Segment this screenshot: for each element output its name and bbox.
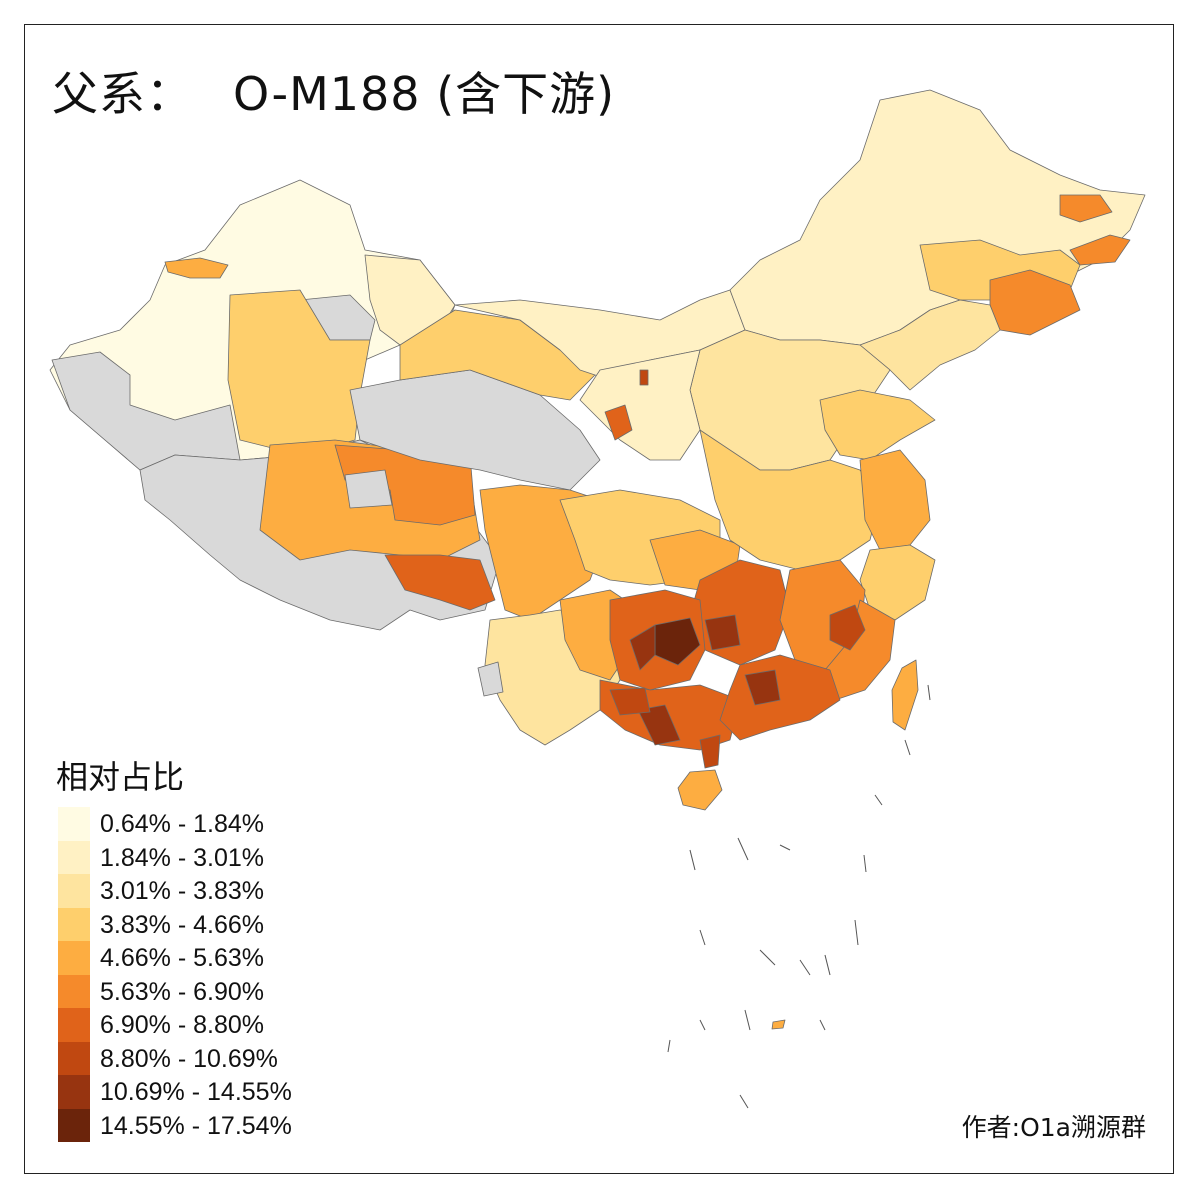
legend-label: 14.55% - 17.54% xyxy=(100,1111,292,1140)
region-guizhou-ring xyxy=(629,624,656,671)
legend-swatch xyxy=(58,807,90,841)
region-fujian-hotspot xyxy=(829,604,866,651)
legend-item: 5.63% - 6.90% xyxy=(58,974,358,1008)
region-xinjiang-nodata-west xyxy=(51,351,241,471)
region-heilongjiang-se xyxy=(1069,234,1131,266)
legend-item: 3.83% - 4.66% xyxy=(58,907,358,941)
legend-item: 6.90% - 8.80% xyxy=(58,1008,358,1042)
legend-item: 0.64% - 1.84% xyxy=(58,807,358,841)
region-ningxia xyxy=(579,349,701,461)
legend-swatch xyxy=(58,907,90,941)
region-shandong xyxy=(819,389,936,461)
legend-swatch xyxy=(58,1108,90,1142)
map-frame xyxy=(24,24,1174,1174)
region-nyingchi xyxy=(384,554,496,611)
legend-swatch xyxy=(58,1075,90,1109)
region-ili xyxy=(164,257,229,279)
region-scs-island xyxy=(771,1019,786,1030)
legend-item: 3.01% - 3.83% xyxy=(58,874,358,908)
scs-islands xyxy=(667,684,931,1109)
legend-swatch xyxy=(58,874,90,908)
legend-item: 1.84% - 3.01% xyxy=(58,840,358,874)
region-central xyxy=(699,429,881,571)
legend-item: 8.80% - 10.69% xyxy=(58,1041,358,1075)
legend-item: 14.55% - 17.54% xyxy=(58,1108,358,1142)
region-tibet-nodata-inner xyxy=(344,469,393,509)
legend-label: 0.64% - 1.84% xyxy=(100,810,264,838)
region-jiangsu xyxy=(859,449,931,551)
region-taiwan xyxy=(891,659,919,731)
legend-swatch xyxy=(58,974,90,1008)
legend-title: 相对占比 xyxy=(56,758,185,796)
region-hainan xyxy=(677,769,723,811)
region-yunnan-nodata xyxy=(477,661,504,697)
region-leizhou xyxy=(699,734,721,769)
legend-label: 8.80% - 10.69% xyxy=(100,1044,278,1073)
region-wuhai xyxy=(639,369,649,386)
region-zhejiang xyxy=(859,544,936,621)
legend-item: 4.66% - 5.63% xyxy=(58,941,358,975)
region-gansu-west xyxy=(399,309,601,401)
author-credit: 作者:O1a溯源群 xyxy=(961,1113,1146,1142)
legend-label: 1.84% - 3.01% xyxy=(100,843,264,872)
title-prefix: 父系： xyxy=(52,67,193,121)
region-heilongjiang-east xyxy=(1059,194,1113,223)
region-liaoning xyxy=(859,299,1001,391)
legend-item: 10.69% - 14.55% xyxy=(58,1075,358,1109)
legend-swatch xyxy=(58,1041,90,1075)
legend-label: 3.83% - 4.66% xyxy=(100,910,264,939)
region-guangxi-north xyxy=(609,687,651,716)
legend-swatch xyxy=(58,1008,90,1042)
region-guizhou-east xyxy=(704,614,741,651)
legend-label: 4.66% - 5.63% xyxy=(100,944,264,972)
legend-swatch xyxy=(58,840,90,874)
legend-label: 5.63% - 6.90% xyxy=(100,977,264,1006)
map-title: 父系： O-M188 (含下游) xyxy=(52,58,615,124)
legend-label: 10.69% - 14.55% xyxy=(100,1078,292,1106)
legend-swatch xyxy=(58,941,90,975)
legend-label: 3.01% - 3.83% xyxy=(100,877,264,905)
region-guangxi-sw xyxy=(637,704,681,746)
title-main: O-M188 (含下游) xyxy=(233,67,616,121)
legend-label: 6.90% - 8.80% xyxy=(100,1011,264,1039)
region-yinchuan xyxy=(604,404,633,441)
region-guangdong-hot xyxy=(744,669,781,706)
region-guangdong xyxy=(719,654,841,741)
